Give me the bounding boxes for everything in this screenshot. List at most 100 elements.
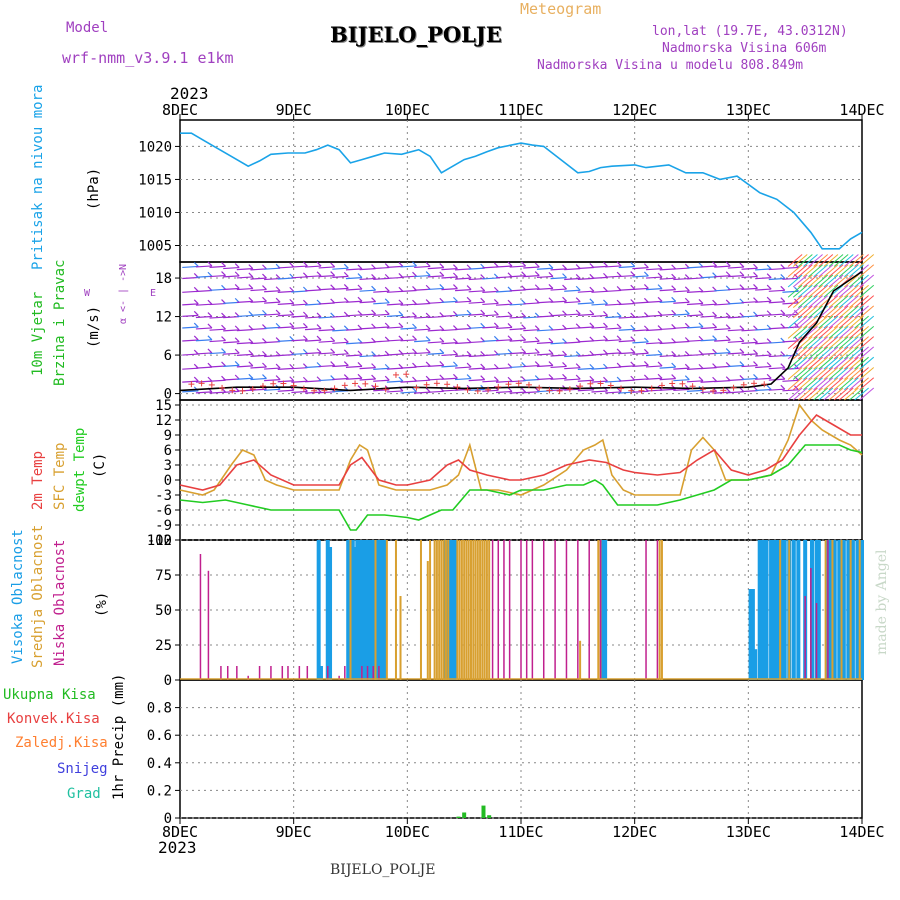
wind-barb (550, 377, 567, 380)
wind-barb (787, 274, 803, 288)
temp-ytick-label: 0 (164, 473, 172, 489)
wind-barb (577, 326, 594, 329)
wind-barb (291, 339, 308, 342)
date-label-bottom: 8DEC (162, 823, 198, 841)
wind-barb (632, 364, 649, 368)
wind-barb (414, 274, 431, 278)
wind-barb (495, 290, 513, 293)
wind-barb (823, 326, 839, 339)
wind-barb (277, 302, 294, 305)
wind-barb (250, 268, 267, 271)
wind-barb (575, 297, 581, 303)
wind-barb (828, 356, 844, 370)
wind-barb (698, 376, 704, 382)
wind-barb (828, 336, 844, 350)
cloud-bar (447, 540, 450, 680)
wind-barb (412, 271, 417, 277)
wind-barb (813, 284, 829, 298)
wind-barb (727, 316, 744, 319)
wind-barb (250, 366, 267, 369)
wind-barb (291, 390, 308, 394)
wind-barb (236, 276, 253, 279)
wind-barb (854, 254, 869, 267)
wind-barb (828, 367, 844, 380)
wind-barb (412, 335, 417, 341)
wind-barb (766, 310, 772, 316)
wind-barb (766, 362, 772, 367)
wind-barb (700, 315, 717, 318)
wind-barb (289, 363, 295, 369)
cloud-bar (757, 540, 762, 680)
wind-barb (859, 346, 875, 360)
wind-barb (234, 325, 240, 331)
cloud-bar (809, 540, 814, 680)
wind-barb (741, 390, 758, 393)
wind-barb (250, 277, 267, 280)
wind-barb (453, 361, 458, 367)
wind-barb (332, 341, 349, 344)
cloud-bar (479, 540, 482, 680)
wind-barb (398, 299, 404, 305)
date-label-top: 14DEC (839, 101, 884, 119)
wind-barb (739, 312, 745, 318)
wind-barb (193, 286, 199, 292)
wind-barb (700, 290, 717, 293)
cloud-bar (849, 540, 852, 680)
wind-barb (330, 284, 336, 290)
wind-barb (727, 266, 744, 269)
cloud-bar (472, 540, 475, 680)
year-top: 2023 (170, 84, 209, 103)
wind-barb (453, 284, 458, 290)
cloud-bar (764, 540, 769, 680)
wind-barb (275, 375, 281, 381)
wind-barb (755, 377, 772, 380)
temp-ytick-label: 9 (164, 428, 172, 444)
wind-barb (316, 261, 322, 267)
cloud-bar (382, 540, 387, 680)
wind-barb (425, 361, 431, 367)
date-label-top: 12DEC (612, 101, 657, 119)
page-title: BIJELO_POLJE (330, 22, 502, 47)
wind-barb (534, 325, 540, 331)
wind-barb (753, 283, 758, 289)
wind-barb (236, 342, 253, 345)
wind-barb (195, 339, 212, 342)
wind-barb (591, 314, 608, 318)
wind-barb (605, 315, 622, 319)
wind-barb (182, 276, 199, 280)
wind-barb (798, 254, 813, 267)
wind-barb (223, 378, 240, 381)
wind-barb (838, 254, 854, 267)
wind-barb (712, 348, 718, 354)
wind-barb (441, 353, 458, 357)
wind-barb (849, 254, 864, 267)
wind-barb (643, 337, 649, 343)
cloud-bar (762, 540, 767, 680)
wind-barb (780, 363, 786, 369)
year-bottom: 2023 (158, 838, 197, 857)
wind-barb (645, 353, 663, 357)
wind-barb (493, 363, 499, 369)
cloud-bar (815, 603, 818, 680)
wind-barb (521, 271, 527, 277)
wind-barb (575, 363, 581, 369)
wind-barb (330, 325, 336, 331)
wind-barb (507, 261, 513, 267)
wind-barb (223, 341, 240, 344)
wind-barb (482, 389, 499, 392)
wind-barb (468, 379, 485, 382)
cloud-bar (491, 540, 494, 680)
wind-barb (659, 366, 676, 369)
wind-barb (803, 305, 818, 319)
wind-barb (833, 254, 849, 267)
wind-barb (289, 286, 295, 292)
wind-barb (605, 339, 622, 342)
wind-barb (798, 346, 813, 360)
wind-barb (768, 267, 785, 271)
meteogram-label: Meteogram (520, 0, 602, 18)
cloud-bar (328, 547, 333, 680)
wind-barb (316, 271, 322, 277)
wind-barb (209, 379, 226, 382)
wind-barb (673, 354, 690, 358)
wind-barb (838, 305, 854, 319)
